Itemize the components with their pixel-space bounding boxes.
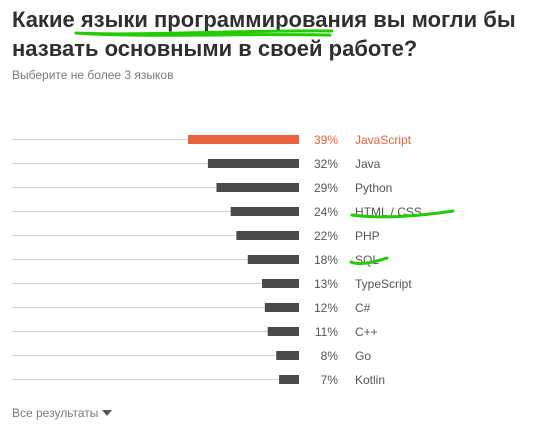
bar-html-css <box>230 207 299 216</box>
bar-python <box>216 183 299 192</box>
question-title: Какие языки программирования вы могли бы… <box>12 7 516 61</box>
category-label: Kotlin <box>355 373 385 387</box>
bar-java <box>207 159 299 168</box>
bar-go <box>276 351 299 360</box>
value-label: 13% <box>314 277 338 291</box>
all-results-label: Все результаты <box>12 406 99 420</box>
value-label: 18% <box>314 253 338 267</box>
bar-c++ <box>267 327 299 336</box>
value-label: 39% <box>314 133 338 147</box>
chevron-down-icon <box>102 410 113 416</box>
category-label: JavaScript <box>355 133 412 147</box>
question-subtitle: Выберите не более 3 языков <box>12 68 174 82</box>
value-label: 29% <box>314 181 338 195</box>
bar-c# <box>264 303 299 312</box>
category-label: Java <box>355 157 381 171</box>
all-results-link[interactable]: Все результаты <box>12 406 113 420</box>
category-label: C# <box>355 301 371 315</box>
value-label: 24% <box>314 205 338 219</box>
category-label: PHP <box>355 229 380 243</box>
value-label: 11% <box>315 325 338 339</box>
bar-sql <box>247 255 299 264</box>
bar-javascript <box>188 135 299 144</box>
bar-typescript <box>262 279 299 288</box>
value-label: 12% <box>314 301 338 315</box>
category-label: SQL <box>355 253 379 267</box>
category-label: C++ <box>355 325 378 339</box>
value-label: 8% <box>321 349 339 363</box>
category-label: Go <box>355 349 371 363</box>
value-label: 22% <box>314 229 338 243</box>
value-label: 32% <box>314 157 338 171</box>
results-bar-chart: 39% JavaScript 32% Java 29% Python 24% HTML / C… <box>12 133 422 387</box>
bar-php <box>236 231 299 240</box>
category-label: HTML / CSS <box>355 205 422 219</box>
category-label: Python <box>355 181 392 195</box>
value-label: 7% <box>321 373 339 387</box>
category-label: TypeScript <box>355 277 412 291</box>
bar-kotlin <box>279 375 299 384</box>
